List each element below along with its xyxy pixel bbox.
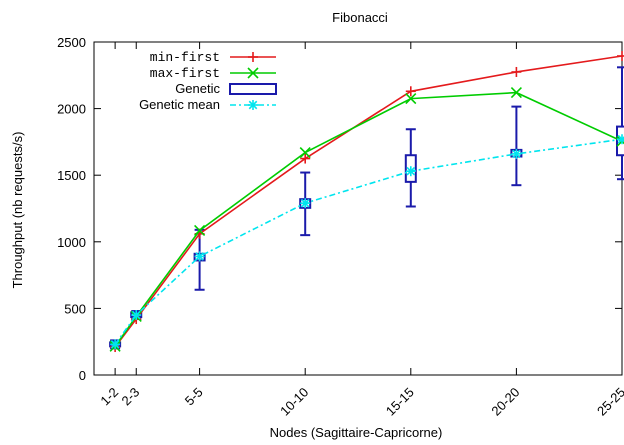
- legend-label: max-first: [150, 66, 220, 81]
- x-axis-label: Nodes (Sagittaire-Capricorne): [270, 425, 443, 440]
- x-tick-label: 20-20: [488, 385, 522, 419]
- x-tick-label: 2-3: [118, 385, 142, 409]
- data-point: [405, 93, 417, 105]
- data-point: [300, 153, 311, 164]
- data-point: [510, 87, 522, 99]
- x-tick-label: 1-2: [97, 385, 121, 409]
- legend-marker: [248, 52, 258, 62]
- plot-frame: [93, 41, 623, 376]
- y-tick-label: 2500: [57, 35, 86, 50]
- data-point: [110, 339, 121, 350]
- series-line-max-first: [114, 91, 623, 347]
- legend-marker: [248, 100, 258, 110]
- legend-label: Genetic: [175, 81, 220, 96]
- data-point: [511, 66, 522, 77]
- data-point: [617, 50, 624, 61]
- y-tick-label: 0: [79, 368, 86, 383]
- chart-title: Fibonacci: [332, 10, 388, 25]
- data-point: [511, 148, 522, 159]
- legend-label: min-first: [150, 50, 220, 65]
- y-tick-label: 1500: [57, 168, 86, 183]
- data-point: [405, 166, 416, 177]
- x-tick-label: 10-10: [277, 385, 311, 419]
- data-point: [300, 198, 311, 209]
- x-tick-label: 25-25: [594, 385, 624, 419]
- data-point: [299, 146, 311, 159]
- data-point: [405, 86, 416, 97]
- x-tick-label: 15-15: [383, 385, 417, 419]
- data-point: [194, 251, 205, 262]
- legend-marker: [247, 67, 259, 79]
- x-tick-label: 5-5: [182, 385, 206, 409]
- y-axis-label: Throughput (nb requests/s): [10, 132, 25, 289]
- data-point: [131, 310, 142, 321]
- data-point: [194, 224, 206, 237]
- legend-swatch-genetic: [229, 83, 277, 95]
- y-tick-label: 2000: [57, 102, 86, 117]
- legend-label: Genetic mean: [139, 97, 220, 112]
- y-tick-label: 500: [64, 301, 86, 316]
- y-tick-label: 1000: [57, 235, 86, 250]
- data-point: [617, 134, 624, 145]
